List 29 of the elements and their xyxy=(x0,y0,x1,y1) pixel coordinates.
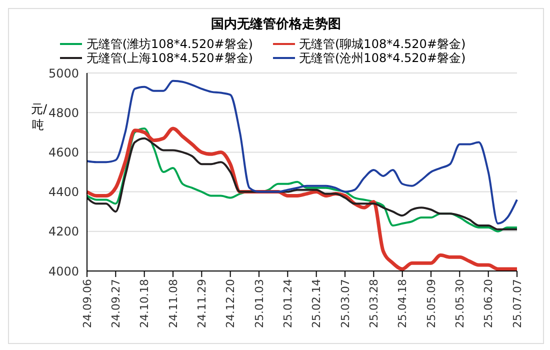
chart-title: 国内无缝管价格走势图 xyxy=(210,16,342,33)
x-tick-label: 25.04.18 xyxy=(396,279,410,328)
x-tick-label: 24.09.06 xyxy=(80,279,94,328)
y-tick-label: 4000 xyxy=(48,264,79,278)
y-tick-label: 4200 xyxy=(48,224,79,239)
y-tick-label: 5000 xyxy=(48,66,79,80)
legend-label: 无缝管(聊城108*4.520#磐金) xyxy=(299,37,466,51)
legend-label: 无缝管(上海108*4.520#磐金) xyxy=(86,51,253,65)
x-tick-label: 24.10.18 xyxy=(138,279,152,328)
x-tick-label: 25.07.07 xyxy=(510,279,524,328)
y-axis-title: 元/吨 xyxy=(31,101,48,133)
x-tick-label: 24.09.27 xyxy=(109,279,122,328)
x-tick-label: 25.02.14 xyxy=(310,279,324,328)
x-tick-label: 24.11.29 xyxy=(195,279,208,328)
x-tick-label: 25.01.03 xyxy=(252,279,266,328)
legend-label: 无缝管(沧州108*4.520#磐金) xyxy=(299,51,466,65)
x-tick-label: 25.06.20 xyxy=(482,279,496,328)
x-tick-label: 25.03.07 xyxy=(338,279,352,328)
x-tick-label: 25.01.24 xyxy=(281,279,294,328)
x-tick-label: 25.05.30 xyxy=(453,279,466,328)
y-tick-label: 4600 xyxy=(48,145,79,160)
y-tick-label: 4800 xyxy=(48,106,79,120)
y-tick-label: 4400 xyxy=(48,185,79,200)
x-tick-label: 25.03.28 xyxy=(367,279,380,328)
line-series xyxy=(86,80,518,224)
x-tick-label: 24.12.20 xyxy=(224,279,238,328)
x-tick-label: 25.05.09 xyxy=(424,279,438,328)
x-tick-label: 24.11.08 xyxy=(166,279,180,328)
legend-label: 无缝管(潍坊108*4.520#磐金) xyxy=(86,37,253,51)
